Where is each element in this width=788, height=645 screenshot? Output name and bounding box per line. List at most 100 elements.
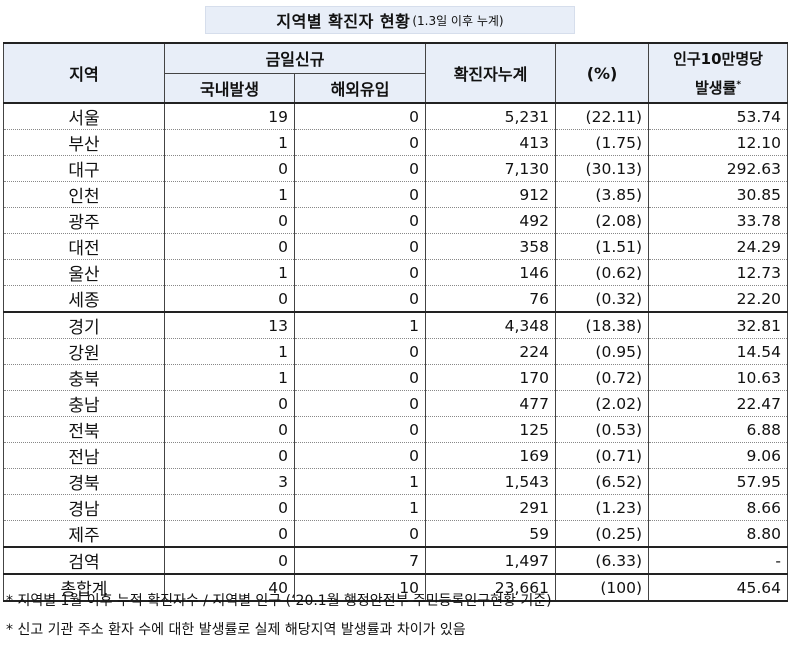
table-title-sub: (1.3일 이후 누계) [412, 13, 504, 28]
overseas-cell: 0 [293, 102, 427, 130]
percent-cell: (1.75) [555, 129, 650, 156]
total-overseas-cell: 10 [293, 573, 427, 602]
total-region-cell: 총합계 [3, 573, 165, 602]
table-row: 전북 0 0 125 (0.53) 6.88 [3, 416, 788, 443]
percent-cell: (2.02) [555, 390, 650, 417]
region-cell: 대전 [3, 233, 165, 260]
cumulative-cell: 4,348 [425, 311, 557, 339]
region-cell: 울산 [3, 259, 165, 286]
header-overseas: 해외유입 [293, 72, 427, 104]
table-title-main: 지역별 확진자 현황 [276, 12, 411, 31]
rate-cell: 12.73 [648, 259, 788, 286]
regional-cases-table: 지역 금일신규 확진자누계 (%) 인구10만명당 발생률* 국내발생 해외유입… [3, 42, 788, 602]
overseas-cell: 0 [293, 181, 427, 208]
total-domestic-cell: 40 [164, 573, 295, 602]
cumulative-cell: 169 [425, 442, 557, 469]
table-row: 광주 0 0 492 (2.08) 33.78 [3, 207, 788, 234]
domestic-cell: 0 [164, 390, 295, 417]
table-row: 전남 0 0 169 (0.71) 9.06 [3, 442, 788, 469]
rate-cell: 6.88 [648, 416, 788, 443]
cumulative-cell: 477 [425, 390, 557, 417]
cumulative-cell: 358 [425, 233, 557, 260]
overseas-cell: 1 [293, 494, 427, 521]
total-rate-cell: 45.64 [648, 573, 788, 602]
domestic-cell: 19 [164, 102, 295, 130]
table-row: 서울 19 0 5,231 (22.11) 53.74 [3, 102, 788, 130]
rate-cell: 30.85 [648, 181, 788, 208]
region-cell: 검역 [3, 546, 165, 574]
rate-cell: 8.66 [648, 494, 788, 521]
table-row: 경북 3 1 1,543 (6.52) 57.95 [3, 468, 788, 495]
footnote-2: * 신고 기관 주소 환자 수에 대한 발생률로 실제 해당지역 발생률과 차이… [6, 622, 466, 638]
overseas-cell: 1 [293, 311, 427, 339]
rate-cell: 22.47 [648, 390, 788, 417]
table-row: 강원 1 0 224 (0.95) 14.54 [3, 338, 788, 365]
cumulative-cell: 492 [425, 207, 557, 234]
percent-cell: (3.85) [555, 181, 650, 208]
percent-cell: (0.32) [555, 285, 650, 312]
region-cell: 경남 [3, 494, 165, 521]
percent-cell: (0.71) [555, 442, 650, 469]
cumulative-cell: 1,543 [425, 468, 557, 495]
table-row: 인천 1 0 912 (3.85) 30.85 [3, 181, 788, 208]
rate-cell: 22.20 [648, 285, 788, 312]
overseas-cell: 0 [293, 442, 427, 469]
cumulative-cell: 59 [425, 520, 557, 547]
region-cell: 세종 [3, 285, 165, 312]
overseas-cell: 0 [293, 364, 427, 391]
header-rate-line2-wrap: 발생률* [655, 72, 781, 101]
table-row: 경기 13 1 4,348 (18.38) 32.81 [3, 311, 788, 339]
domestic-cell: 3 [164, 468, 295, 495]
header-rate: 인구10만명당 발생률* [648, 42, 788, 104]
overseas-cell: 0 [293, 338, 427, 365]
region-cell: 대구 [3, 155, 165, 182]
region-cell: 부산 [3, 129, 165, 156]
percent-cell: (18.38) [555, 311, 650, 339]
rate-cell: 10.63 [648, 364, 788, 391]
region-cell: 경북 [3, 468, 165, 495]
percent-cell: (22.11) [555, 102, 650, 130]
table-row: 충북 1 0 170 (0.72) 10.63 [3, 364, 788, 391]
table-row: 울산 1 0 146 (0.62) 12.73 [3, 259, 788, 286]
cumulative-cell: 146 [425, 259, 557, 286]
region-cell: 제주 [3, 520, 165, 547]
overseas-cell: 1 [293, 468, 427, 495]
header-domestic: 국내발생 [164, 72, 295, 104]
cumulative-cell: 224 [425, 338, 557, 365]
domestic-cell: 0 [164, 207, 295, 234]
percent-cell: (0.25) [555, 520, 650, 547]
domestic-cell: 1 [164, 181, 295, 208]
header-region: 지역 [3, 42, 165, 104]
total-cumulative-cell: 23,661 [425, 573, 557, 602]
region-cell: 강원 [3, 338, 165, 365]
percent-cell: (0.72) [555, 364, 650, 391]
percent-cell: (0.53) [555, 416, 650, 443]
cumulative-cell: 291 [425, 494, 557, 521]
overseas-cell: 0 [293, 207, 427, 234]
header-percent: (%) [555, 42, 650, 104]
table-row: 검역 0 7 1,497 (6.33) - [3, 546, 788, 574]
region-cell: 경기 [3, 311, 165, 339]
domestic-cell: 1 [164, 259, 295, 286]
domestic-cell: 0 [164, 155, 295, 182]
overseas-cell: 0 [293, 416, 427, 443]
header-new-today: 금일신규 [163, 42, 427, 74]
region-cell: 충북 [3, 364, 165, 391]
cumulative-cell: 76 [425, 285, 557, 312]
table-row: 부산 1 0 413 (1.75) 12.10 [3, 129, 788, 156]
table-row: 충남 0 0 477 (2.02) 22.47 [3, 390, 788, 417]
header-rate-line1: 인구10만명당 [673, 49, 763, 68]
domestic-cell: 0 [164, 442, 295, 469]
region-cell: 전남 [3, 442, 165, 469]
percent-cell: (0.62) [555, 259, 650, 286]
table-row: 제주 0 0 59 (0.25) 8.80 [3, 520, 788, 547]
domestic-cell: 0 [164, 546, 295, 574]
table-row: 대구 0 0 7,130 (30.13) 292.63 [3, 155, 788, 182]
region-cell: 인천 [3, 181, 165, 208]
overseas-cell: 0 [293, 520, 427, 547]
domestic-cell: 0 [164, 285, 295, 312]
overseas-cell: 0 [293, 155, 427, 182]
cumulative-cell: 1,497 [425, 546, 557, 574]
percent-cell: (30.13) [555, 155, 650, 182]
domestic-cell: 0 [164, 416, 295, 443]
